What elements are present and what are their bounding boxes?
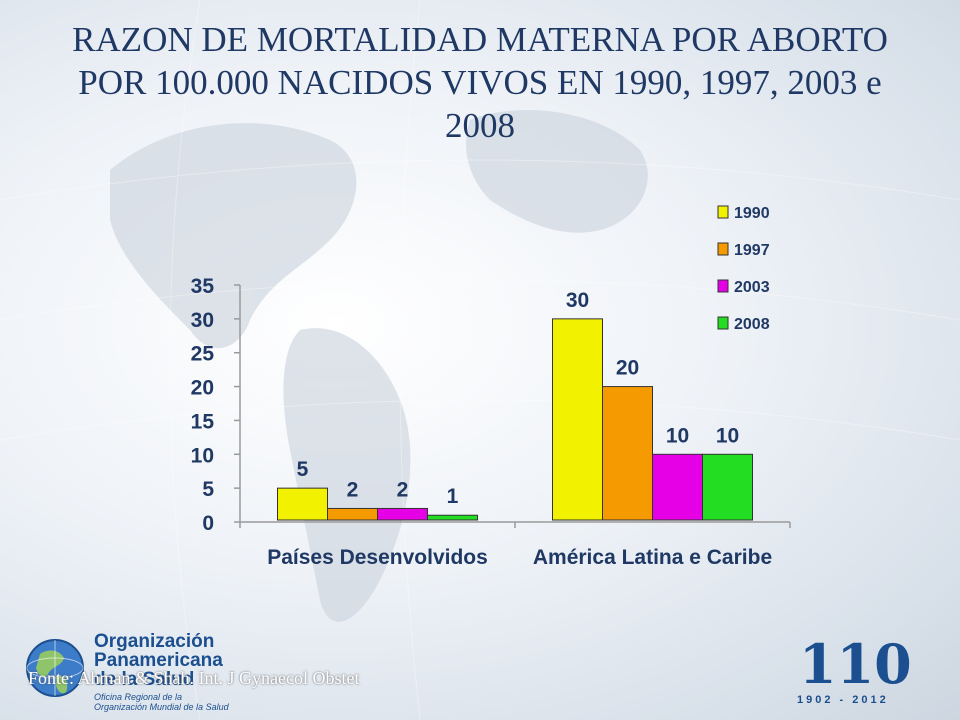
- data-label: 1: [447, 485, 459, 508]
- data-label: 5: [297, 458, 309, 481]
- bar: [427, 514, 478, 521]
- data-label: 10: [666, 424, 689, 447]
- paho-sub-line1: Oficina Regional de la: [94, 692, 183, 702]
- data-label: 2: [347, 478, 359, 501]
- paho-name-line1: Organización: [94, 631, 215, 652]
- y-tick-label: 30: [191, 309, 214, 332]
- y-tick-label: 15: [191, 410, 215, 433]
- data-label: 2: [397, 478, 409, 501]
- legend-label: 1990: [734, 205, 770, 222]
- legend-label: 2008: [734, 316, 770, 333]
- x-axis: Países Desenvolvidos América Latina e Car…: [239, 521, 791, 569]
- legend-label: 1997: [734, 242, 770, 259]
- anniversary-years: 1902 - 2012: [797, 694, 889, 706]
- paho-subtitle: Oficina Regional de la Organización Mund…: [94, 692, 229, 712]
- y-tick-label: 35: [191, 275, 215, 298]
- x-category-label: América Latina e Caribe: [533, 546, 772, 569]
- legend-swatch: [717, 316, 729, 330]
- anniversary-number: 110: [799, 632, 912, 696]
- data-label: 10: [716, 424, 739, 447]
- data-label: 20: [616, 357, 639, 380]
- paho-name-line3: de la Salud: [94, 669, 195, 690]
- paho-sub-line2: Organización Mundial de la Salud: [94, 702, 229, 712]
- bar: [327, 507, 378, 521]
- legend-swatch: [717, 242, 729, 256]
- y-tick-label: 10: [191, 444, 214, 467]
- legend-label: 2003: [734, 279, 770, 296]
- bars: 5 2 2 1 30 20 10 10: [277, 289, 753, 521]
- y-axis: 0 5 10 15 20 25 30 35: [191, 275, 241, 535]
- y-tick-label: 0: [202, 512, 214, 535]
- paho-name: Organización Panamericana de la Salud: [94, 632, 223, 689]
- legend-swatch: [717, 279, 729, 293]
- bar: [602, 386, 653, 521]
- anniversary-logo: 110 1902 - 2012: [795, 636, 915, 712]
- y-tick-label: 5: [202, 478, 214, 501]
- data-label: 30: [566, 289, 589, 312]
- bar: [702, 453, 753, 521]
- legend: 1990 1997 2003 2008: [717, 205, 770, 333]
- bar: [377, 507, 428, 521]
- x-category-label: Países Desenvolvidos: [267, 546, 488, 569]
- paho-logo: Organización Panamericana de la Salud Of…: [22, 630, 282, 712]
- chart-title: RAZON DE MORTALIDAD MATERNA POR ABORTO P…: [72, 20, 888, 145]
- globe-icon: [26, 639, 84, 697]
- y-tick-label: 20: [191, 377, 214, 400]
- source-note: Fonte: Ahman & Shah. Int. J Gynaecol Obs…: [28, 668, 360, 688]
- paho-name-line2: Panamericana: [94, 650, 223, 671]
- bar: [277, 487, 328, 521]
- legend-swatch: [717, 205, 729, 219]
- bar: [552, 318, 603, 521]
- y-tick-label: 25: [191, 343, 215, 366]
- bar: [652, 453, 703, 521]
